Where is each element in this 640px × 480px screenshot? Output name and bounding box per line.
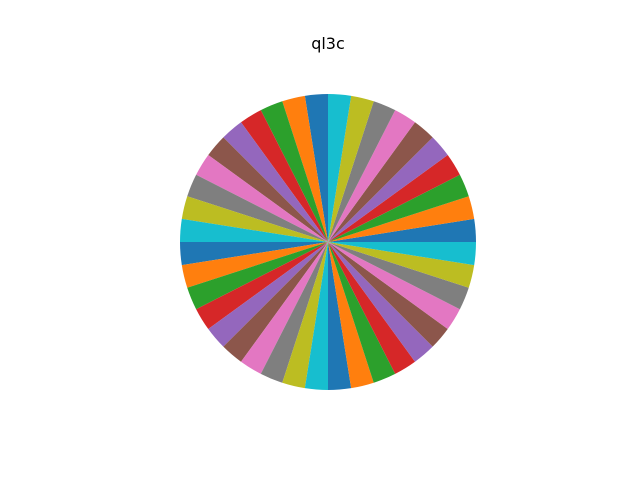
pie-slice-8	[187, 174, 328, 242]
pie-slice-38	[328, 101, 396, 242]
pie-slice-30	[328, 242, 476, 266]
pie-slice-32	[328, 196, 475, 242]
pie-slice-24	[328, 242, 415, 374]
pie-slice-20	[304, 242, 328, 390]
pie-slice-1	[304, 94, 328, 242]
pie-slice-27	[328, 242, 460, 329]
pie-slice-18	[260, 242, 328, 383]
pie-slice-14	[196, 242, 328, 329]
pie-slice-39	[328, 95, 374, 242]
pie-slice-29	[328, 242, 475, 288]
pie-slice-28	[328, 242, 469, 310]
pie-slice-35	[328, 137, 448, 242]
pie-slice-5	[223, 122, 328, 242]
pie-slice-16	[223, 242, 328, 362]
pie-slice-6	[208, 137, 328, 242]
pie-slice-36	[328, 122, 433, 242]
pie-slice-9	[181, 196, 328, 242]
pie-slice-11	[180, 242, 328, 266]
chart-title: ql3c	[311, 34, 345, 53]
pie-slice-2	[282, 95, 328, 242]
pie-slice-15	[208, 242, 328, 347]
pie-slice-40	[328, 94, 352, 242]
pie-slice-10	[180, 218, 328, 242]
pie-slice-7	[196, 155, 328, 242]
pie-slice-22	[328, 242, 374, 389]
pie-slice-17	[241, 242, 328, 374]
pie-slice-25	[328, 242, 433, 362]
pie-slice-4	[241, 110, 328, 242]
pie-slice-33	[328, 174, 469, 242]
pie-slice-31	[328, 218, 476, 242]
pie-slice-3	[260, 101, 328, 242]
pie-slice-23	[328, 242, 396, 383]
pie-slices	[180, 94, 476, 390]
pie-slice-34	[328, 155, 460, 242]
pie-slice-37	[328, 110, 415, 242]
pie-slice-26	[328, 242, 448, 347]
pie-slice-21	[328, 242, 352, 390]
pie-slice-19	[282, 242, 328, 389]
pie-slice-13	[187, 242, 328, 310]
pie-slice-12	[181, 242, 328, 288]
